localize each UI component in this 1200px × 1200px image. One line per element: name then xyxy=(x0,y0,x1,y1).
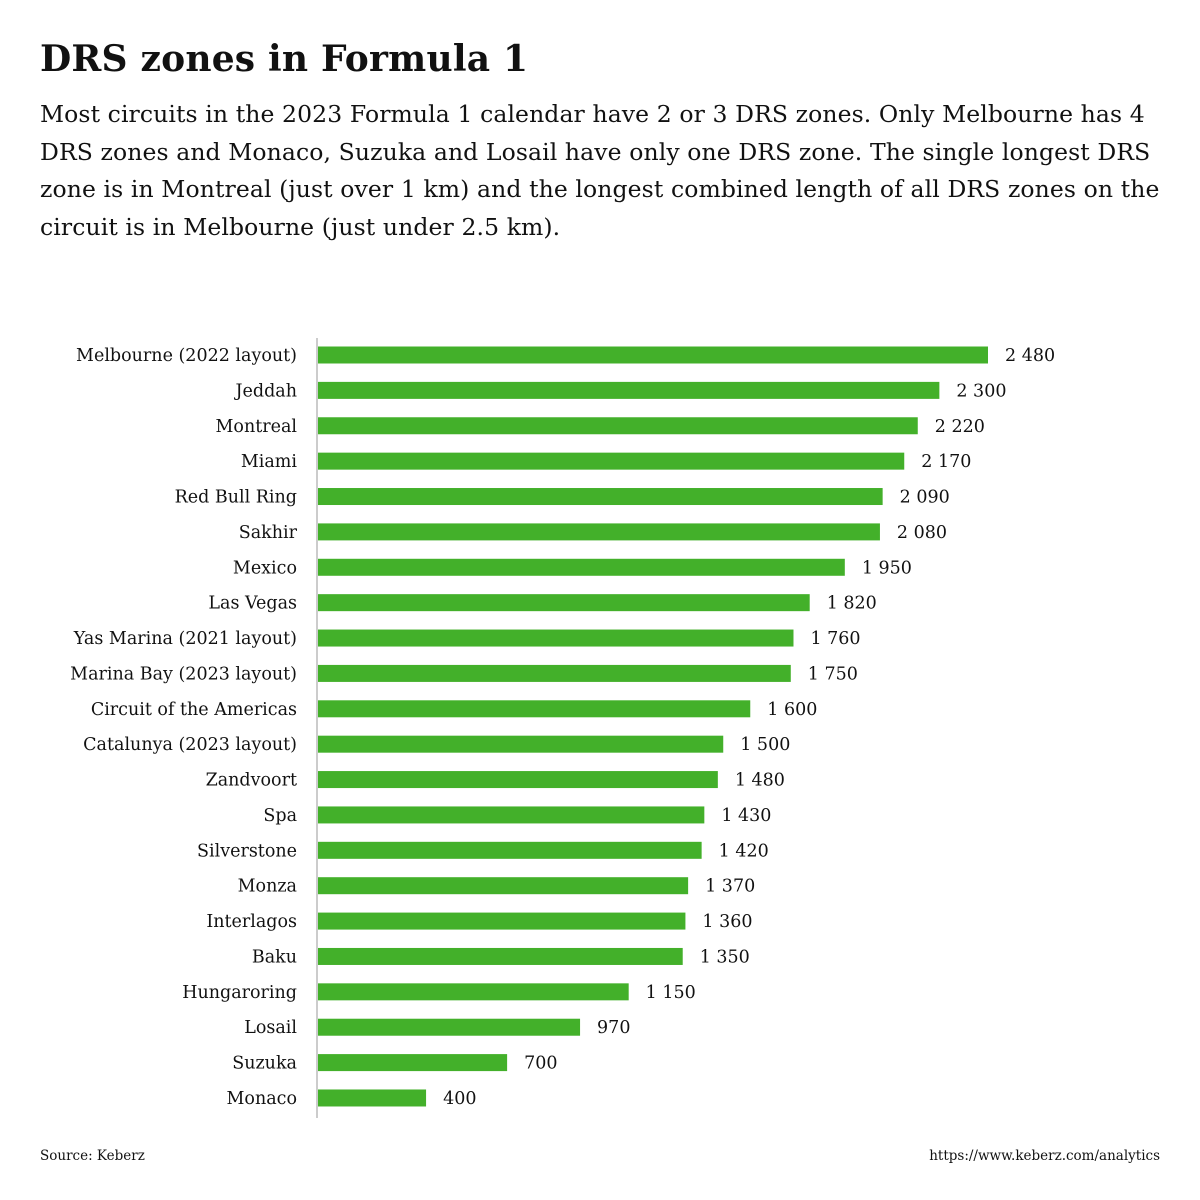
category-label: Yas Marina (2021 layout) xyxy=(73,629,297,649)
value-label: 970 xyxy=(597,1018,630,1038)
value-label: 2 220 xyxy=(935,417,985,437)
value-label: 1 480 xyxy=(735,771,785,791)
value-label: 1 360 xyxy=(702,912,752,932)
value-label: 1 350 xyxy=(700,947,750,967)
value-label: 1 760 xyxy=(810,629,860,649)
category-label: Circuit of the Americas xyxy=(91,700,297,720)
bar xyxy=(318,947,683,965)
bar xyxy=(318,1018,581,1036)
category-label: Melbourne (2022 layout) xyxy=(76,346,297,366)
value-label: 2 170 xyxy=(921,452,971,472)
value-label: 1 150 xyxy=(646,983,696,1003)
value-label: 1 750 xyxy=(808,664,858,684)
category-label: Monaco xyxy=(227,1089,298,1109)
category-label: Marina Bay (2023 layout) xyxy=(70,664,297,684)
value-label: 1 500 xyxy=(740,735,790,755)
bar xyxy=(318,452,905,470)
category-label: Zandvoort xyxy=(206,771,297,791)
bar xyxy=(318,841,702,859)
value-label: 1 820 xyxy=(827,594,877,614)
value-labels: 2 480 2 300 2 220 2 170 2 090 2 080 1 950 1 820… xyxy=(443,346,1055,1109)
bar xyxy=(318,912,686,930)
bar xyxy=(318,877,689,895)
value-label: 2 090 xyxy=(900,488,950,508)
value-label: 1 370 xyxy=(705,877,755,897)
bar xyxy=(318,523,880,541)
bar xyxy=(318,488,883,506)
value-label: 1 600 xyxy=(767,700,817,720)
value-label: 2 300 xyxy=(956,381,1006,401)
bar xyxy=(318,1089,427,1107)
bar xyxy=(318,629,794,647)
bar xyxy=(318,381,940,399)
bars xyxy=(318,346,988,1107)
category-label: Spa xyxy=(263,806,297,826)
category-labels: Melbourne (2022 layout) Jeddah Montreal Mia… xyxy=(70,346,297,1109)
category-label: Interlagos xyxy=(206,912,297,932)
value-label: 1 420 xyxy=(719,841,769,861)
bar xyxy=(318,983,629,1001)
category-label: Losail xyxy=(244,1018,297,1038)
bar-chart: Melbourne (2022 layout) Jeddah Montreal Mia… xyxy=(70,338,1055,1118)
category-label: Montreal xyxy=(215,417,297,437)
value-label: 400 xyxy=(443,1089,476,1109)
category-label: Mexico xyxy=(233,558,297,578)
bar xyxy=(318,806,705,824)
value-label: 700 xyxy=(524,1054,557,1074)
category-label: Jeddah xyxy=(234,381,297,401)
category-label: Catalunya (2023 layout) xyxy=(83,735,297,755)
category-label: Red Bull Ring xyxy=(175,488,297,508)
category-label: Miami xyxy=(241,452,298,472)
bar xyxy=(318,664,791,682)
bar xyxy=(318,771,718,789)
value-label: 1 430 xyxy=(721,806,771,826)
category-label: Baku xyxy=(252,947,297,967)
source-note: Source: Keberz xyxy=(40,1148,145,1164)
chart-subtitle: Most circuits in the 2023 Formula 1 cale… xyxy=(40,100,1160,241)
bar xyxy=(318,558,845,576)
chart-title: DRS zones in Formula 1 xyxy=(40,38,529,80)
value-label: 1 950 xyxy=(862,558,912,578)
category-label: Sakhir xyxy=(239,523,298,543)
bar xyxy=(318,700,751,718)
bar xyxy=(318,1054,508,1072)
category-label: Silverstone xyxy=(197,841,297,861)
category-label: Las Vegas xyxy=(208,594,297,614)
value-label: 2 080 xyxy=(897,523,947,543)
source-url[interactable]: https://www.keberz.com/analytics xyxy=(929,1148,1160,1164)
bar xyxy=(318,417,918,435)
value-label: 2 480 xyxy=(1005,346,1055,366)
bar xyxy=(318,735,724,753)
category-label: Suzuka xyxy=(232,1054,297,1074)
category-label: Hungaroring xyxy=(182,983,297,1003)
bar xyxy=(318,346,988,364)
category-label: Monza xyxy=(238,877,297,897)
bar xyxy=(318,594,810,612)
